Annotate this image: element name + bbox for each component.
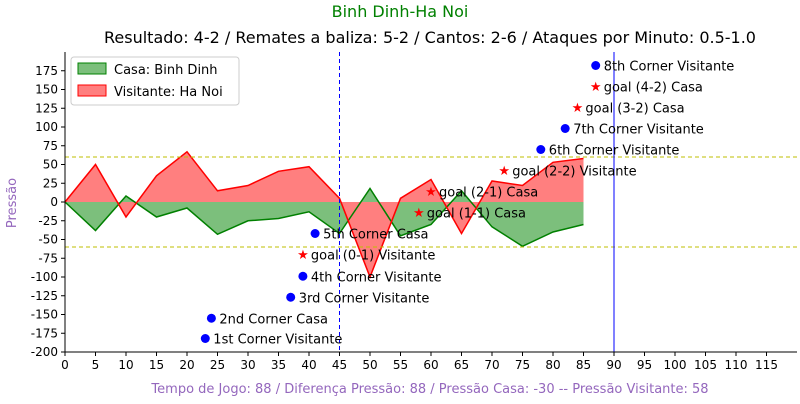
x-axis-label: Tempo de Jogo: 88 / Diferença Pressão: 8…	[150, 382, 708, 397]
x-tick-label-70: 70	[484, 358, 499, 372]
y-tick-label--175: -175	[31, 326, 58, 340]
x-tick-label-55: 55	[393, 358, 408, 372]
series-area-away	[65, 151, 584, 277]
goal-marker-7: ★	[413, 206, 425, 221]
y-tick-label--150: -150	[31, 308, 58, 322]
event-label-4: 4th Corner Visitante	[311, 270, 442, 285]
corner-marker-14	[591, 61, 601, 70]
y-tick-label-175: 175	[35, 64, 58, 78]
x-tick-label-65: 65	[454, 358, 469, 372]
event-label-14: 8th Corner Visitante	[604, 60, 735, 75]
x-tick-label-20: 20	[179, 358, 194, 372]
event-label-13: goal (4-2) Casa	[604, 81, 703, 96]
y-tick-label--50: -50	[38, 233, 58, 247]
x-tick-label-75: 75	[515, 358, 530, 372]
y-tick-label-150: 150	[35, 83, 58, 97]
corner-marker-3	[286, 292, 296, 302]
goal-marker-13: ★	[590, 80, 602, 95]
plot-area: 1st Corner Visitante 2nd Corner Casa 3rd C…	[31, 52, 797, 372]
legend-label-away: Visitante: Ha Noi	[114, 85, 223, 100]
event-label-8: goal (2-1) Casa	[439, 186, 538, 201]
x-tick-label-95: 95	[637, 358, 652, 372]
event-label-5: goal (0-1) Visitante	[311, 249, 435, 264]
x-tick-label-15: 15	[149, 358, 164, 372]
y-tick-label--125: -125	[31, 289, 58, 303]
event-label-12: goal (3-2) Casa	[585, 102, 684, 117]
chart-subtitle: Resultado: 4-2 / Remates a baliza: 5-2 /…	[104, 28, 756, 47]
y-tick-label-125: 125	[35, 101, 58, 115]
legend-label-home: Casa: Binh Dinh	[114, 63, 218, 78]
goal-marker-9: ★	[498, 164, 510, 179]
event-label-9: goal (2-2) Visitante	[512, 165, 636, 180]
series-area-home	[65, 188, 584, 247]
event-label-6: 5th Corner Casa	[323, 228, 428, 243]
x-tick-label-105: 105	[694, 358, 717, 372]
chart-legend: Casa: Binh Dinh Visitante: Ha Noi	[70, 56, 240, 106]
corner-marker-11	[560, 124, 570, 133]
corner-marker-2	[206, 313, 216, 323]
series-line-away	[64, 150, 584, 280]
y-tick-label--100: -100	[31, 270, 58, 284]
y-tick-label--200: -200	[31, 345, 58, 359]
corner-marker-10	[536, 145, 546, 154]
x-tick-label-25: 25	[210, 358, 225, 372]
goal-marker-5: ★	[297, 248, 309, 263]
legend-swatch-home	[77, 62, 107, 75]
y-tick-label-0: 0	[50, 195, 58, 209]
event-label-11: 7th Corner Visitante	[573, 123, 704, 138]
event-label-7: goal (1-1) Casa	[427, 207, 526, 222]
y-axis-label: Pressão	[5, 178, 20, 228]
legend-frame	[70, 56, 240, 106]
x-tick-label-50: 50	[362, 358, 377, 372]
event-label-2: 2nd Corner Casa	[219, 312, 328, 327]
x-tick-label-110: 110	[725, 358, 748, 372]
x-tick-label-5: 5	[92, 358, 100, 372]
y-tick-label-25: 25	[43, 176, 58, 190]
x-tick-label-10: 10	[118, 358, 133, 372]
x-tick-label-100: 100	[664, 358, 687, 372]
y-tick-label-75: 75	[43, 139, 58, 153]
goal-marker-12: ★	[572, 101, 584, 116]
corner-marker-1	[200, 334, 210, 343]
x-tick-label-40: 40	[301, 358, 316, 372]
y-tick-label-100: 100	[35, 120, 58, 134]
y-tick-label-50: 50	[43, 158, 58, 172]
x-tick-label-30: 30	[240, 358, 255, 372]
event-label-3: 3rd Corner Visitante	[299, 291, 430, 306]
x-tick-label-0: 0	[61, 358, 69, 372]
x-tick-label-80: 80	[545, 358, 560, 372]
x-tick-label-45: 45	[332, 358, 347, 372]
series-line-home	[64, 187, 584, 248]
corner-marker-6	[310, 229, 320, 238]
x-tick-label-35: 35	[271, 358, 286, 372]
x-tick-label-90: 90	[606, 358, 621, 372]
event-label-10: 6th Corner Visitante	[549, 144, 680, 159]
x-tick-label-115: 115	[755, 358, 778, 372]
goal-marker-8: ★	[425, 185, 437, 200]
y-tick-label--75: -75	[38, 251, 58, 265]
event-label-1: 1st Corner Visitante	[213, 333, 342, 348]
x-tick-label-60: 60	[423, 358, 438, 372]
x-tick-label-85: 85	[576, 358, 591, 372]
chart-title: Binh Dinh-Ha Noi	[332, 2, 469, 21]
legend-swatch-away	[77, 84, 107, 97]
corner-marker-4	[298, 271, 308, 281]
y-tick-label--25: -25	[38, 214, 58, 228]
